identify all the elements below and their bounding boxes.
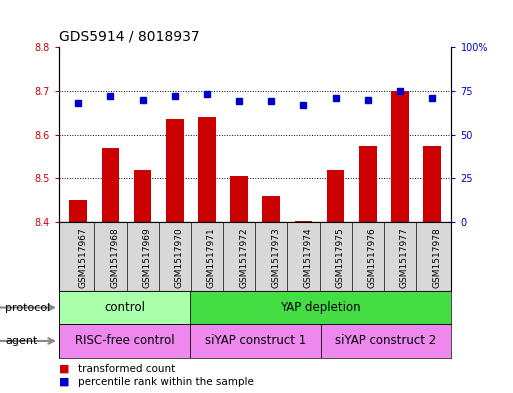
Text: GSM1517970: GSM1517970 bbox=[175, 228, 184, 288]
Bar bbox=[423, 145, 441, 222]
Bar bbox=[59, 291, 190, 324]
Text: transformed count: transformed count bbox=[78, 364, 176, 374]
Text: GSM1517967: GSM1517967 bbox=[78, 228, 87, 288]
Text: GSM1517973: GSM1517973 bbox=[271, 228, 280, 288]
Text: percentile rank within the sample: percentile rank within the sample bbox=[78, 377, 254, 387]
Text: GSM1517969: GSM1517969 bbox=[143, 228, 152, 288]
Text: agent: agent bbox=[5, 336, 37, 346]
Text: GSM1517971: GSM1517971 bbox=[207, 228, 216, 288]
Text: GSM1517976: GSM1517976 bbox=[368, 228, 377, 288]
Text: GSM1517974: GSM1517974 bbox=[304, 228, 312, 288]
Text: GSM1517977: GSM1517977 bbox=[400, 228, 409, 288]
Bar bbox=[102, 148, 120, 222]
Text: siYAP construct 1: siYAP construct 1 bbox=[205, 334, 306, 347]
Bar bbox=[327, 170, 345, 222]
Bar bbox=[59, 324, 190, 358]
Text: siYAP construct 2: siYAP construct 2 bbox=[336, 334, 437, 347]
Text: control: control bbox=[104, 301, 145, 314]
Text: ■: ■ bbox=[59, 364, 73, 374]
Bar bbox=[294, 221, 312, 222]
Text: GSM1517975: GSM1517975 bbox=[336, 228, 345, 288]
Bar bbox=[134, 170, 151, 222]
Text: GSM1517972: GSM1517972 bbox=[239, 228, 248, 288]
Bar bbox=[69, 200, 87, 222]
Text: GSM1517978: GSM1517978 bbox=[432, 228, 441, 288]
Text: protocol: protocol bbox=[5, 303, 50, 312]
Bar bbox=[263, 196, 280, 222]
Bar bbox=[321, 324, 451, 358]
Bar bbox=[198, 117, 216, 222]
Bar bbox=[190, 291, 451, 324]
Bar bbox=[190, 324, 321, 358]
Text: GSM1517968: GSM1517968 bbox=[110, 228, 120, 288]
Bar bbox=[391, 91, 409, 222]
Text: YAP depletion: YAP depletion bbox=[280, 301, 361, 314]
Bar bbox=[166, 119, 184, 222]
Text: ■: ■ bbox=[59, 377, 73, 387]
Text: GDS5914 / 8018937: GDS5914 / 8018937 bbox=[59, 29, 200, 43]
Bar bbox=[359, 145, 377, 222]
Bar bbox=[230, 176, 248, 222]
Text: RISC-free control: RISC-free control bbox=[74, 334, 174, 347]
